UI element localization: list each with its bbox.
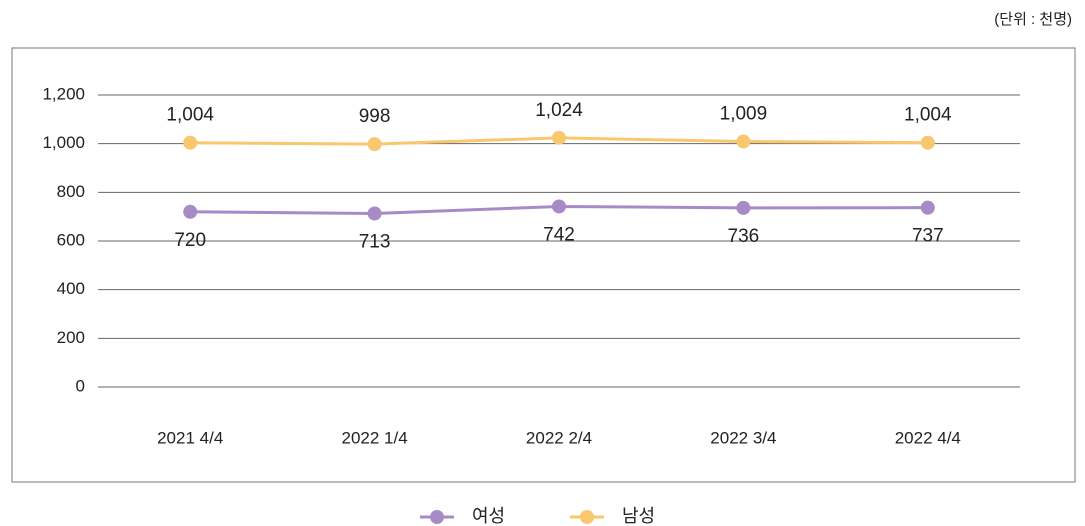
data-label: 1,009 [720, 103, 768, 124]
data-label: 720 [174, 230, 206, 251]
data-label: 1,004 [904, 105, 952, 126]
chart-frame [11, 47, 1076, 483]
x-tick-label: 2022 2/4 [526, 428, 592, 447]
data-point [736, 200, 751, 215]
data-point [367, 206, 382, 221]
unit-note: (단위 : 천명) [994, 11, 1072, 28]
data-point [920, 135, 935, 150]
y-tick-label: 600 [57, 230, 85, 249]
data-label: 1,024 [535, 100, 583, 121]
data-label: 742 [543, 224, 575, 245]
data-point [552, 130, 566, 145]
y-tick-label: 0 [76, 376, 85, 395]
data-point [552, 199, 566, 214]
data-label: 713 [359, 232, 391, 253]
legend-label: 남성 [622, 506, 655, 526]
y-tick-label: 400 [57, 279, 85, 298]
data-point [920, 200, 935, 215]
y-tick-label: 1,200 [42, 84, 85, 103]
data-label: 1,004 [166, 105, 214, 126]
legend-marker [580, 510, 594, 524]
x-tick-label: 2022 4/4 [895, 428, 961, 447]
legend-marker [430, 510, 444, 524]
data-label: 737 [912, 226, 944, 247]
data-point [183, 204, 198, 219]
y-tick-label: 200 [57, 328, 85, 347]
data-point [183, 135, 198, 150]
data-label: 736 [728, 226, 760, 247]
x-tick-label: 2022 3/4 [710, 428, 776, 447]
data-label: 998 [359, 106, 391, 127]
data-point [736, 134, 751, 149]
y-tick-label: 1,000 [42, 133, 85, 152]
y-tick-label: 800 [57, 182, 85, 201]
x-tick-label: 2021 4/4 [157, 428, 223, 447]
data-point [367, 137, 382, 152]
x-tick-label: 2022 1/4 [342, 428, 408, 447]
legend-label: 여성 [472, 506, 505, 526]
